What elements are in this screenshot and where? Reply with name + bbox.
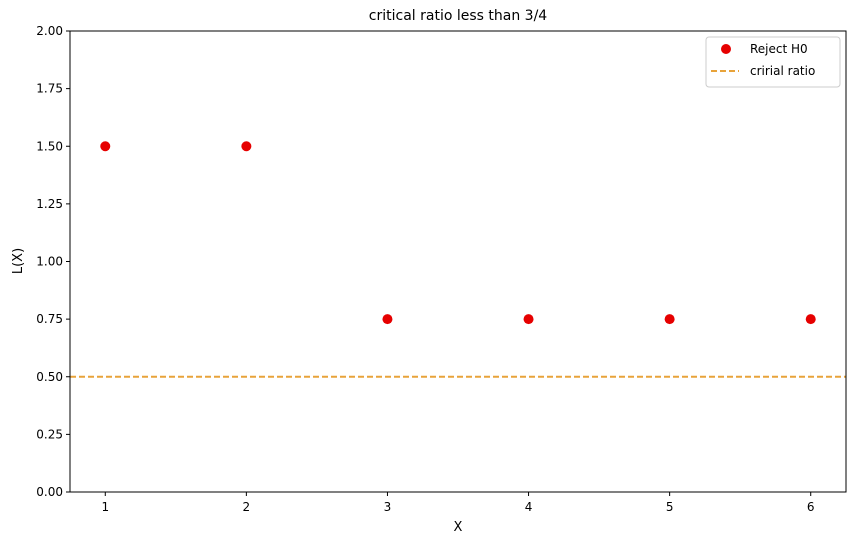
x-tick-label: 5 [666, 500, 674, 514]
data-point [664, 314, 675, 325]
x-tick-label: 4 [525, 500, 533, 514]
legend-marker-reject-h0 [721, 44, 731, 54]
y-tick-label: 1.50 [36, 139, 63, 153]
x-tick-label: 2 [243, 500, 251, 514]
y-tick-label: 0.00 [36, 485, 63, 499]
legend-label-critical-ratio: cririal ratio [750, 64, 815, 78]
y-tick-label: 1.00 [36, 255, 63, 269]
y-tick-label: 1.75 [36, 82, 63, 96]
y-tick-label: 1.25 [36, 197, 63, 211]
x-tick-label: 6 [807, 500, 815, 514]
data-point [241, 141, 252, 152]
y-axis-label: L(X) [11, 248, 26, 274]
x-tick-label: 3 [384, 500, 392, 514]
y-tick-label: 2.00 [36, 24, 63, 38]
chart-title: critical ratio less than 3/4 [369, 8, 547, 24]
data-point [805, 314, 816, 325]
y-tick-label: 0.50 [36, 370, 63, 384]
axis-ticks: 1 2 3 4 5 6 0.00 0.25 0.50 0.75 1.00 1.25 1.50 1.75 2.… [36, 24, 814, 514]
data-point [523, 314, 534, 325]
x-tick-label: 1 [101, 500, 109, 514]
legend: Reject H0 cririal ratio [705, 36, 841, 88]
data-point [100, 141, 111, 152]
legend-label-reject-h0: Reject H0 [750, 42, 808, 56]
data-point [382, 314, 393, 325]
y-tick-label: 0.25 [36, 427, 63, 441]
plot-area [70, 141, 846, 378]
y-tick-label: 0.75 [36, 312, 63, 326]
x-axis-label: X [454, 520, 463, 535]
legend-frame [705, 36, 841, 88]
